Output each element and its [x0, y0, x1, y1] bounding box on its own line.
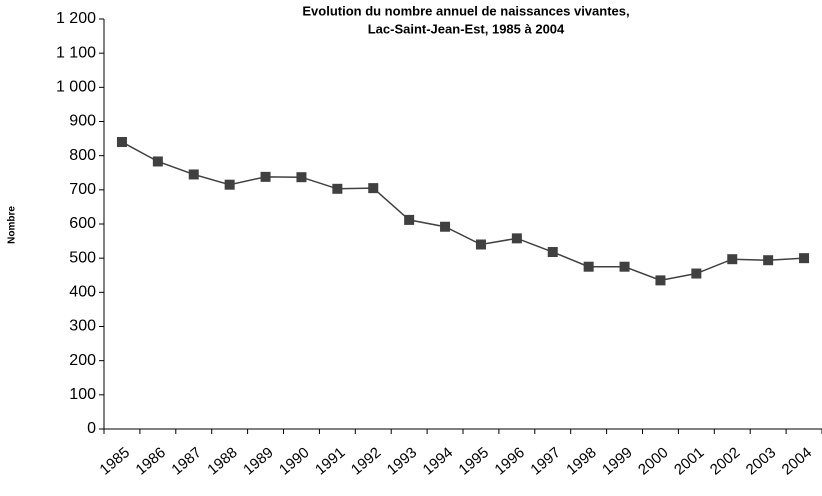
y-tick-label: 1 200 [56, 10, 96, 27]
x-tick-label: 1986 [132, 444, 168, 478]
y-tick-label: 300 [69, 318, 96, 335]
point-marker [799, 253, 810, 264]
x-tick-label: 1999 [599, 444, 635, 478]
point-marker [655, 275, 666, 286]
x-tick-label: 2002 [707, 444, 743, 478]
point-marker [511, 233, 522, 244]
x-tick-label: 1991 [312, 444, 348, 478]
x-tick-label: 1997 [527, 444, 563, 478]
y-tick-label: 400 [69, 284, 96, 301]
point-marker [260, 171, 271, 182]
point-marker [440, 221, 451, 232]
y-tick-label: 1 000 [56, 79, 96, 96]
point-marker [404, 214, 415, 225]
y-tick-label: 100 [69, 386, 96, 403]
point-marker [332, 183, 343, 194]
y-tick-label: 700 [69, 181, 96, 198]
point-marker [188, 169, 199, 180]
point-marker [763, 255, 774, 266]
point-marker [224, 179, 235, 190]
x-tick-label: 1993 [384, 444, 420, 478]
point-marker [152, 156, 163, 167]
point-marker [547, 247, 558, 258]
y-tick-label: 200 [69, 352, 96, 369]
x-tick-label: 1992 [348, 444, 384, 478]
point-marker [583, 261, 594, 272]
point-marker [475, 239, 486, 250]
y-tick-label: 800 [69, 147, 96, 164]
x-tick-label: 1994 [420, 444, 456, 478]
x-tick-label: 1990 [276, 444, 312, 478]
y-axis-label: Nombre [7, 206, 18, 244]
x-tick-label: 2003 [743, 444, 779, 478]
point-marker [691, 268, 702, 279]
point-marker [116, 137, 127, 147]
x-tick-label: 2000 [635, 444, 671, 478]
y-tick-label: 900 [69, 113, 96, 130]
x-tick-label: 1989 [240, 444, 276, 478]
chart-title: Lac-Saint-Jean-Est, 1985 à 2004 [368, 21, 565, 36]
x-tick-label: 2001 [671, 444, 707, 478]
point-marker [296, 172, 307, 183]
y-tick-label: 0 [87, 420, 96, 437]
series-line [121, 141, 805, 282]
x-tick-label: 1988 [204, 444, 240, 478]
point-marker [619, 261, 630, 272]
x-tick-label: 1985 [97, 444, 133, 478]
x-tick-label: 1987 [168, 444, 204, 478]
point-marker [727, 254, 738, 265]
x-tick-label: 1998 [563, 444, 599, 478]
x-tick-label: 1996 [491, 444, 527, 478]
y-tick-label: 600 [69, 215, 96, 232]
x-tick-label: 2004 [779, 444, 815, 478]
y-tick-label: 1 100 [56, 44, 96, 61]
x-tick-label: 1995 [456, 444, 492, 478]
chart-title: Evolution du nombre annuel de naissances… [302, 3, 629, 18]
y-tick-label: 500 [69, 249, 96, 266]
point-marker [368, 183, 379, 194]
